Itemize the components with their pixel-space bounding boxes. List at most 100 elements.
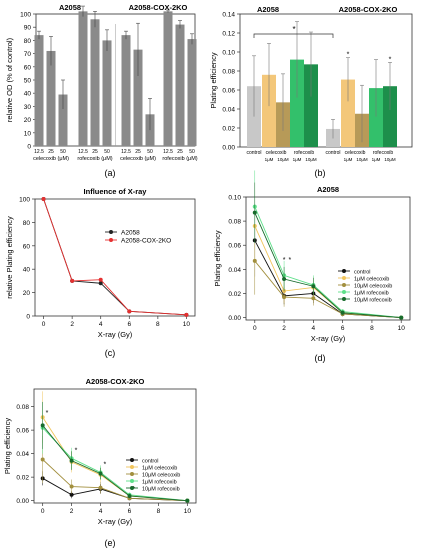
panel-b-bracket-star: * [292, 25, 295, 34]
panel-b-dose-label: 10μM [305, 157, 317, 162]
panel-a-ytick-label: 100 [20, 12, 31, 19]
panel-a-ytick-label: 50 [24, 78, 32, 85]
panel-a-bar-chart: 0 10 20 30 40 50 60 70 80 90 100 relative OD (% of … [5, 3, 198, 162]
panel-c-xtick-label: 2 [70, 321, 74, 328]
panel-a-bar [46, 50, 56, 146]
panel-d-line-chart: 0.00 0.02 0.04 0.06 0.08 0.10 0 2 4 6 8 10 X-ray (Gy… [213, 170, 411, 343]
panel-a-bar [163, 11, 173, 146]
panel-b-drug-label: celecoxib [266, 150, 287, 156]
panel-a-ylabel: relative OD (% of control) [5, 37, 14, 122]
panel-c-caption: (c) [105, 348, 116, 358]
panel-e-point [69, 492, 74, 497]
panel-b-bar [369, 88, 383, 147]
panel-e-xlabel: X-ray (Gy) [98, 517, 133, 526]
panel-b-group-label: A2058 [257, 5, 279, 14]
panel-b-dose-label: 1μM [265, 157, 274, 162]
panel-e-point [98, 471, 103, 476]
panel-d-ylabel: Plating efficiency [213, 230, 222, 286]
panel-e-significance-star: * [132, 486, 135, 493]
panel-d-ytick-label: 0.04 [228, 267, 241, 274]
panel-e-legend-label: control [142, 458, 159, 464]
panel-d-ytick-label: 0.00 [228, 315, 241, 322]
panel-e-xtick-label: 2 [70, 508, 74, 515]
panel-a-drug-label: celecoxib (μM) [33, 156, 69, 162]
panel-e-point [69, 458, 74, 463]
panel-e-xtick-label: 4 [99, 508, 103, 515]
panel-d-significance-star: * [283, 257, 286, 264]
panel-a-xtick-label: 25 [92, 149, 98, 155]
panel-d-legend-label: 1μM celecoxib [354, 276, 389, 282]
panel-e-title: A2058-COX-2KO [86, 377, 145, 386]
panel-a-ytick-label: 20 [24, 117, 32, 124]
panel-a-xtick-label: 50 [104, 149, 110, 155]
panel-d-legend-swatch-marker [342, 283, 346, 287]
panel-b-dose-label: 1μM [372, 157, 381, 162]
panel-b-dose-label: 1μM [344, 157, 353, 162]
panel-d-point [399, 315, 404, 320]
panel-d-significance-star: * [289, 257, 292, 264]
panel-d-point [282, 277, 287, 281]
panel-b-group-label: A2058-COX-2KO [339, 5, 398, 14]
panel-a-xtick-label: 12.5 [78, 149, 88, 155]
panel-a-ytick-label: 30 [24, 104, 32, 111]
panel-e-line-chart: 0.00 0.02 0.04 0.06 0.08 0 2 4 6 8 10 X-ray (Gy) Pla… [3, 377, 197, 526]
panel-b-ytick-label: 0.02 [222, 126, 235, 133]
panel-a-ytick-label: 80 [24, 38, 32, 45]
panel-b-dose-label: 10μM [356, 157, 368, 162]
panel-c-ytick-label: 80 [23, 220, 31, 227]
panel-b-caption: (b) [315, 168, 326, 178]
panel-b-dose-label: 10μM [277, 157, 289, 162]
panel-b-bar [383, 86, 397, 147]
panel-e-ytick-label: 0.00 [16, 498, 29, 505]
panel-c-xlabel: X-ray (Gy) [98, 330, 133, 339]
panel-b-drug-label: celecoxib [345, 150, 366, 156]
panel-d-legend-swatch-marker [342, 276, 346, 280]
panel-e-legend-label: 10μM rofecoxib [142, 486, 180, 492]
panel-b-bar-chart: 0.00 0.02 0.04 0.06 0.08 0.10 0.12 0.14 Plating … [209, 5, 413, 162]
panel-e-ytick-label: 0.04 [16, 451, 29, 458]
panel-b-ytick-label: 0.04 [222, 107, 235, 114]
panel-c-xtick-label: 10 [183, 321, 191, 328]
panel-a-xtick-label: 50 [60, 149, 66, 155]
panel-e-legend-swatch-marker [130, 465, 134, 469]
panel-b-bar [304, 64, 318, 147]
panel-b-bar [290, 59, 304, 147]
panel-b-ytick-label: 0.06 [222, 88, 235, 95]
panel-a-bar [175, 24, 185, 147]
panel-e-legend-swatch-marker [130, 486, 134, 490]
panel-c-legend-label: A2058 [121, 229, 140, 236]
panel-c-line-chart: 0 20 40 60 80 100 0 2 4 6 8 10 X-ray (Gy) relative Pl… [5, 187, 196, 339]
panel-c-ytick-label: 60 [23, 243, 31, 250]
panel-b-dose-label: 1μM [293, 157, 302, 162]
panel-d-legend-label: 10μM celecoxib [354, 283, 392, 289]
panel-d-legend-swatch-marker [342, 297, 346, 301]
panel-a-xtick-label: 25 [135, 149, 141, 155]
panel-e-significance-star: * [75, 447, 78, 454]
panel-e-caption: (e) [105, 538, 116, 548]
panel-a-xtick-label: 12.5 [121, 149, 131, 155]
panel-b-dose-label: 10μM [384, 157, 396, 162]
panel-e-legend-swatch-marker [130, 472, 134, 476]
panel-e-point [69, 484, 74, 489]
panel-e-legend-label: 1μM celecoxib [142, 465, 177, 471]
panel-d-xtick-label: 6 [341, 325, 345, 332]
panel-c-ytick-label: 40 [23, 267, 31, 274]
panel-a-ytick-label: 40 [24, 91, 32, 98]
panel-e-significance-star: * [104, 462, 107, 469]
panel-d-point [282, 295, 287, 300]
panel-e-ytick-label: 0.02 [16, 475, 29, 482]
panel-d-xtick-label: 8 [370, 325, 374, 332]
panel-a-drug-label: rofecoxib (μM) [77, 156, 112, 162]
panel-c-xtick-label: 8 [156, 321, 160, 328]
panel-b-ytick-label: 0.00 [222, 145, 235, 152]
panel-c-xtick-label: 6 [127, 321, 131, 328]
panel-d-legend-label: 1μM rofecoxib [354, 290, 389, 296]
panel-c-point [184, 312, 189, 317]
panel-d-caption: (d) [315, 353, 326, 363]
panel-e-legend-swatch-marker [130, 479, 134, 483]
panel-a-bar [102, 40, 112, 146]
panel-d-xtick-label: 10 [398, 325, 406, 332]
panel-c-xtick-label: 0 [42, 321, 46, 328]
panel-a-bar [58, 94, 68, 146]
